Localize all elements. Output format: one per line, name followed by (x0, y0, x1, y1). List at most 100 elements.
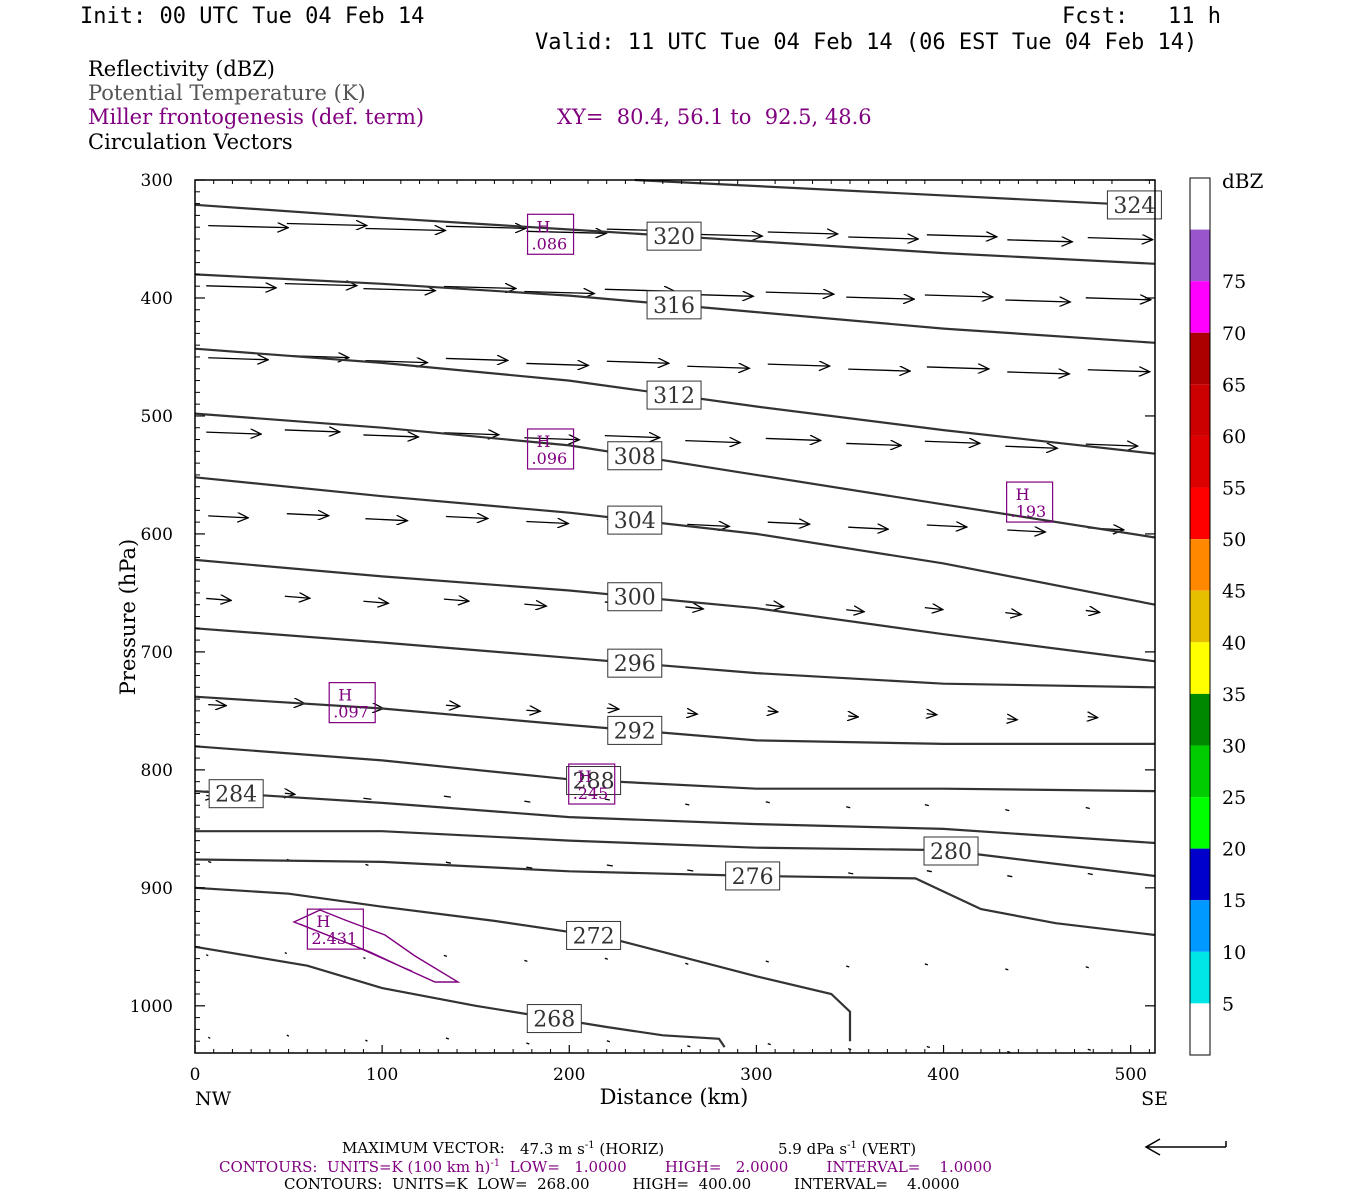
x-tick-label: 100 (366, 1065, 398, 1085)
legend-reflectivity: Reflectivity (dBZ) (88, 57, 276, 81)
wind-vector (924, 441, 980, 443)
wind-vector (443, 795, 451, 798)
theta-contour-300 (194, 558, 1156, 663)
wind-vector (208, 358, 268, 360)
contour-label-box (646, 290, 702, 320)
wind-vector (685, 607, 703, 609)
wind-vector (208, 516, 248, 518)
theta-contour-288 (194, 745, 1156, 793)
wind-vector (848, 237, 918, 239)
theta-contour-292 (194, 695, 1155, 745)
frontogenesis-contour (292, 909, 461, 983)
wind-vector (685, 441, 740, 443)
wind-vector (1007, 240, 1072, 242)
colorbar-level-label: 5 (1222, 993, 1234, 1015)
contour-label-box (607, 441, 663, 471)
wind-vector (445, 226, 526, 228)
colorbar-level-label: 75 (1222, 271, 1246, 293)
frontogenesis-max: H.193 (1006, 481, 1054, 523)
y-axis-label: Pressure (hPa) (116, 539, 140, 695)
colorbar-segment (1190, 745, 1210, 798)
contour-label: 288 (573, 770, 615, 795)
contour-label: 280 (930, 840, 972, 865)
theta-contour-308 (194, 412, 1156, 539)
wind-vector (848, 716, 858, 717)
wind-vector (768, 711, 778, 712)
contour-label-box (526, 1004, 582, 1034)
colorbar-segment (1190, 539, 1210, 591)
colorbar-level-label: 35 (1222, 684, 1246, 706)
wind-vector (1085, 806, 1090, 810)
contour-label: 296 (614, 652, 656, 677)
wind-vector (526, 522, 568, 524)
wind-vector (685, 803, 690, 806)
wind-vector (926, 1045, 931, 1049)
colorbar-segment (1190, 229, 1210, 282)
wind-vector (363, 435, 418, 437)
theta-contours (194, 178, 1156, 1048)
colorbar-segment (1190, 848, 1210, 901)
frontogenesis-max-value: .096 (532, 449, 568, 468)
wind-vector (524, 291, 594, 293)
contour-label-box (566, 920, 622, 950)
colorbar-level-label: 15 (1222, 890, 1246, 912)
wind-vector (526, 1042, 530, 1045)
wind-vector (524, 959, 528, 963)
wind-vector (284, 596, 310, 598)
colorbar-level-label: 25 (1222, 787, 1246, 809)
wind-vector (363, 797, 372, 800)
y-tick-label: 600 (141, 525, 173, 545)
wind-vector (1007, 530, 1045, 532)
wind-vector (687, 713, 697, 714)
wind-vector (365, 863, 369, 866)
frontogenesis-max-label: H (537, 217, 551, 236)
wind-vector (443, 954, 448, 957)
init-time: Init: 00 UTC Tue 04 Feb 14 (80, 4, 425, 29)
wind-vector (687, 869, 694, 872)
frontogenesis-max-value: .193 (1011, 502, 1047, 521)
x-tick-label: 500 (1114, 1065, 1146, 1085)
circulation-vectors (205, 223, 1153, 1054)
theta-contour-268 (194, 945, 726, 1048)
wind-vector (1005, 613, 1021, 615)
wind-vector (926, 525, 967, 527)
wind-vector (1087, 238, 1153, 240)
contour-label: 276 (732, 865, 774, 890)
frontogenesis-max-label: H (537, 432, 551, 451)
wind-vector (206, 432, 261, 434)
wind-vector (443, 286, 516, 288)
wind-vector (846, 443, 901, 445)
contour-label: 284 (215, 783, 257, 808)
y-tick-label: 800 (141, 761, 173, 781)
contour-label: 308 (614, 445, 656, 470)
colorbar-segment (1190, 693, 1210, 746)
frontogenesis-max-value: .086 (532, 234, 568, 253)
legend-frontogenesis: Miller frontogenesis (def. term) (88, 105, 425, 129)
y-tick-label: 500 (141, 407, 173, 427)
wind-vector (208, 860, 212, 864)
reflectivity-colorbar: 5 10 15 20 25 30 35 40 45 50 55 60 65 70 75 (1189, 177, 1246, 1056)
wind-vector (1005, 808, 1010, 812)
contour-label: 324 (1113, 194, 1155, 219)
colorbar-level-label: 20 (1222, 839, 1246, 861)
valid-time: Valid: 11 UTC Tue 04 Feb 14 (06 EST Tue … (535, 30, 1198, 55)
frontogenesis-max: H2.431 (306, 908, 364, 950)
theta-contour-272 (194, 886, 852, 1042)
colorbar-level-label: 70 (1222, 323, 1246, 345)
wind-vector (604, 436, 660, 438)
contour-label-box (566, 766, 622, 796)
max-vector-vertical: 5.9 dPa s-1 (VERT) (778, 1140, 917, 1158)
wind-vector (924, 803, 929, 807)
max-vector-horizontal: 47.3 m s-1 (HORIZ) (520, 1140, 665, 1158)
wind-vector (365, 519, 407, 521)
wind-vector (924, 963, 929, 966)
wind-vector (765, 960, 769, 963)
wind-vector (1007, 875, 1013, 878)
wind-vector (604, 798, 610, 801)
wind-vector (205, 954, 209, 957)
forecast-hour: 11 h (1168, 4, 1221, 29)
wind-vector (604, 957, 609, 960)
colorbar-level-label: 55 (1222, 478, 1246, 500)
wind-vector (365, 361, 427, 363)
